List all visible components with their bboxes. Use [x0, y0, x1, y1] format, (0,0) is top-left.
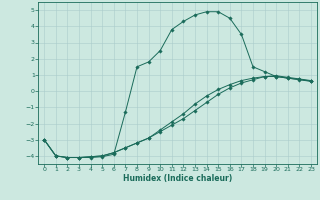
- X-axis label: Humidex (Indice chaleur): Humidex (Indice chaleur): [123, 174, 232, 183]
